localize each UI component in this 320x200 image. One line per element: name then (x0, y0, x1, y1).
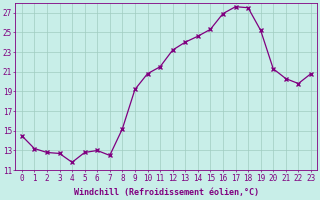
X-axis label: Windchill (Refroidissement éolien,°C): Windchill (Refroidissement éolien,°C) (74, 188, 259, 197)
